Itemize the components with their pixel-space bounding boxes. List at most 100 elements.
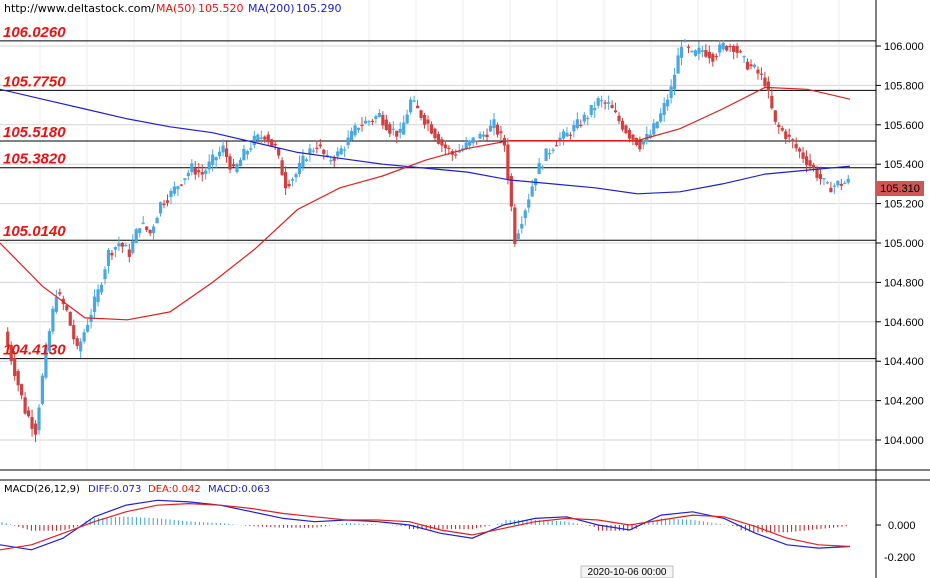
candle-body [784,131,788,139]
candle-body [589,105,593,115]
candle-body [218,151,222,157]
ma50-legend: MA(50) [156,2,196,15]
candle-body [363,120,368,124]
candle-body [54,297,58,312]
candle-body [568,134,573,136]
candle-body [638,141,642,150]
candle-body [749,64,753,67]
candle-body [33,423,38,435]
candle-body [478,133,482,139]
candle-body [346,137,350,146]
site-url: http://www.deltastock.com/ [4,2,155,15]
candle-body [315,147,319,149]
candle-body [242,148,246,161]
candle-body [405,114,409,124]
candle-body [370,120,375,123]
candle-body [339,148,343,155]
candle-body [527,199,531,208]
candle-body [106,250,111,266]
candle-body [47,331,52,352]
candle-body [575,119,579,129]
candle-body [558,137,562,141]
time-label-box [580,565,674,578]
candle-body [172,186,177,194]
candle-body [756,69,760,74]
level-label: 105.3820 [3,151,66,168]
candle-body [586,117,590,120]
candle-body [766,81,770,91]
candle-body [40,375,45,404]
candle-body [82,332,86,342]
current-price-badge [876,181,924,196]
candle-body [415,105,420,109]
candle-body [277,148,281,156]
candle-body [186,172,190,177]
candle-body [68,311,72,326]
candle-body [332,158,336,161]
candle-body [183,178,187,180]
candle-body [356,127,361,131]
candle-body [197,170,201,173]
candle-body [634,137,638,146]
candle-body [693,50,698,56]
candle-body [13,357,17,377]
candle-body [388,124,392,134]
level-label: 105.5180 [3,124,66,141]
candle-body [134,229,138,243]
candle-body [152,226,156,234]
candle-body [541,166,545,168]
candle-body [804,156,809,165]
candle-body [468,140,472,146]
level-label: 104.4130 [3,342,66,359]
candle-body [193,168,197,175]
candle-body [329,160,333,162]
candle-body [509,176,513,207]
candle-body [422,114,427,125]
y-tick-label: 104.600 [884,317,924,329]
level-label: 105.7750 [3,73,66,90]
macd-dea-line [0,502,851,551]
candle-body [707,51,711,59]
candle-body [110,252,114,256]
time-label: 2020-10-06 00:00 [588,567,667,578]
candle-body [471,137,475,144]
candle-body [822,178,826,180]
macd-value: MACD:0.063 [208,484,270,495]
ma50-value: 105.520 [198,2,244,15]
candle-body [343,149,347,151]
candle-body [228,156,232,170]
candle-body [176,186,180,190]
candle-body [179,184,183,186]
candle-body [537,163,541,175]
candle-body [294,174,298,178]
y-tick-label: 104.800 [884,277,924,289]
candle-body [728,46,732,48]
candle-body [301,155,305,168]
candle-body [600,100,604,102]
candle-body [412,100,416,102]
candle-body [349,131,354,141]
candle-body [162,203,166,205]
candle-body [280,160,284,176]
candle-body [145,226,149,230]
candle-body [596,98,600,106]
candle-body [843,182,847,184]
candle-body [662,103,666,115]
candle-body [808,160,812,166]
candle-body [429,124,434,134]
candle-body [207,161,211,170]
level-label: 105.0140 [3,223,66,240]
candle-body [287,183,291,187]
candle-body [367,121,371,123]
candle-body [65,305,69,311]
candle-body [554,145,559,147]
candle-body [676,55,680,74]
candle-body [690,50,694,53]
candle-body [787,134,791,137]
candle-body [381,114,385,126]
candle-body [360,124,364,126]
y-tick-label: 105.600 [884,120,924,132]
candle-body [620,120,625,130]
candle-body [304,159,309,161]
candle-body [794,143,798,149]
